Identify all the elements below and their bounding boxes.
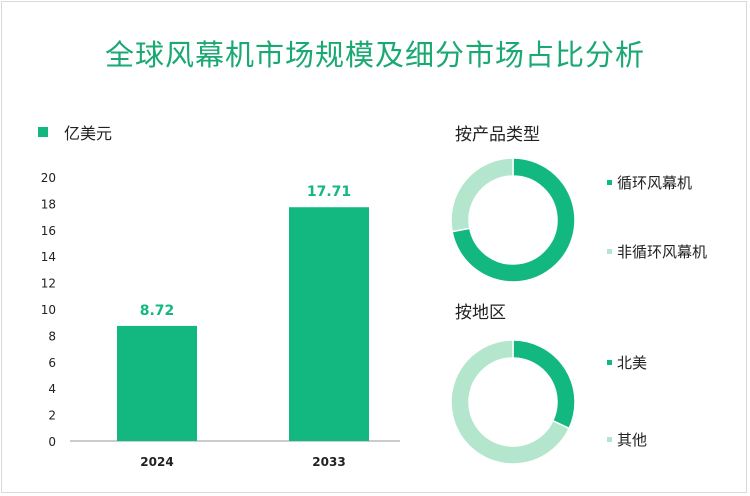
donut-slice (450, 339, 571, 465)
legend-label: 非循环风幕机 (617, 243, 708, 261)
legend-swatch (607, 249, 612, 254)
y-tick-label: 8 (48, 329, 56, 343)
y-tick-label: 4 (48, 382, 56, 396)
y-tick-label: 12 (41, 277, 56, 291)
legend-swatch (607, 180, 612, 185)
donut-region-title: 按地区 (455, 303, 506, 323)
y-tick-label: 14 (41, 250, 56, 264)
bar-value-label: 8.72 (140, 303, 175, 319)
donut-product-legend-1: 非循环风幕机 (607, 241, 707, 262)
y-tick-label: 20 (41, 171, 56, 185)
y-tick-label: 2 (48, 409, 56, 423)
donut-slice (451, 157, 576, 283)
legend-swatch (607, 437, 612, 442)
donut-region-chart (450, 339, 576, 465)
donut-slice (512, 339, 576, 430)
donut-product-legend-0: 循环风幕机 (607, 172, 692, 193)
bar-legend: 亿美元 (38, 120, 112, 144)
legend-label: 循环风幕机 (617, 174, 693, 192)
y-tick-label: 18 (41, 197, 56, 211)
donut-product-title: 按产品类型 (455, 125, 540, 145)
bar-legend-label: 亿美元 (64, 124, 113, 143)
bar (289, 207, 369, 441)
y-tick-label: 10 (41, 303, 56, 317)
bar (117, 325, 197, 441)
bar-legend-swatch (38, 127, 48, 137)
y-tick-label: 16 (41, 224, 56, 238)
bar-value-label: 17.71 (307, 184, 351, 200)
x-tick-label: 2024 (140, 455, 173, 469)
donut-region-legend-0: 北美 (607, 352, 647, 373)
y-tick-label: 0 (48, 435, 56, 449)
legend-swatch (607, 360, 612, 365)
donut-product-chart (450, 157, 576, 283)
chart-title: 全球风幕机市场规模及细分市场占比分析 (104, 38, 645, 72)
donut-slice (450, 157, 514, 233)
legend-label: 北美 (617, 354, 648, 372)
legend-label: 其他 (617, 431, 648, 449)
donut-region-legend-1: 其他 (607, 429, 647, 450)
bar-chart: 0 2 4 6 8 10 12 14 16 18 20 8.72 2024 17.71 2033 (41, 171, 400, 469)
x-tick-label: 2033 (312, 455, 345, 469)
y-tick-label: 6 (48, 356, 56, 370)
